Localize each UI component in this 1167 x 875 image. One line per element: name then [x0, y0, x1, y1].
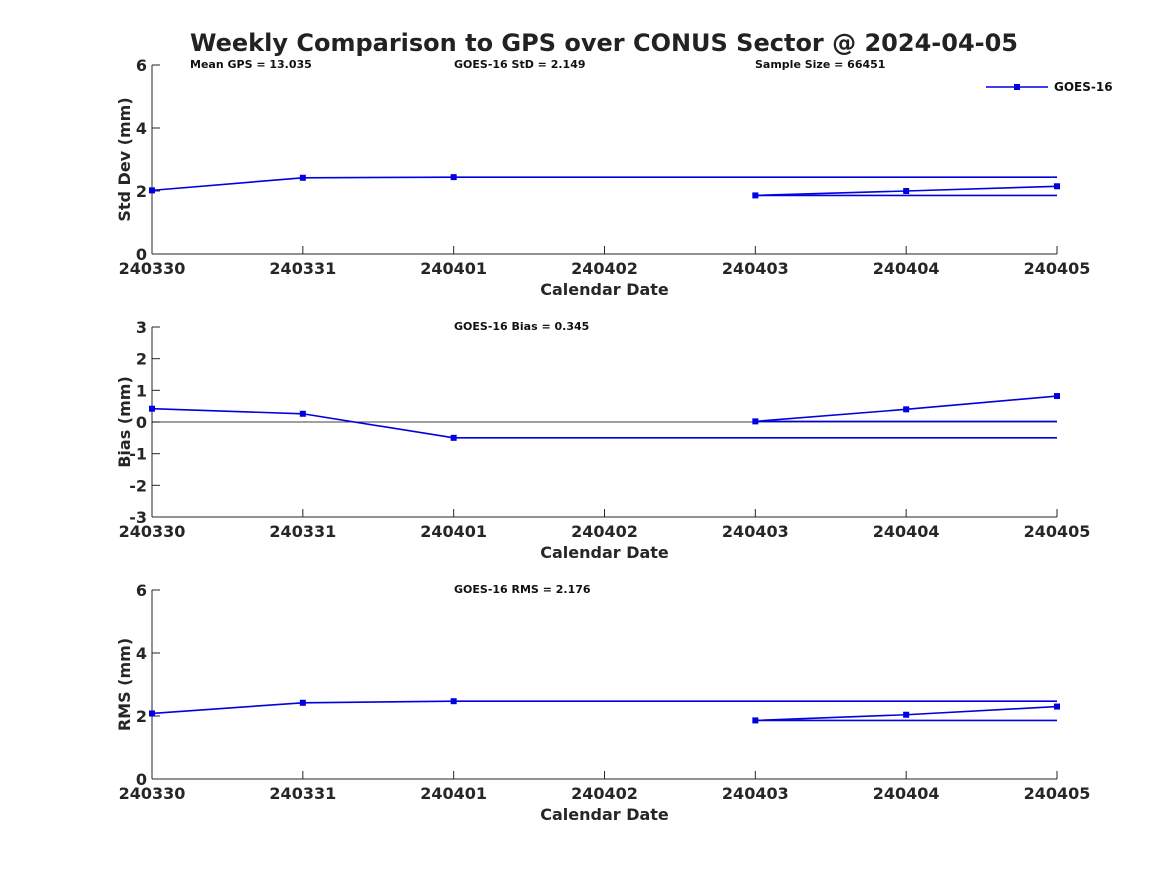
- x-tick-label: 240402: [571, 259, 638, 278]
- x-tick-label: 240330: [119, 784, 186, 803]
- data-point: [299, 410, 306, 417]
- stat-annotation: GOES-16 StD = 2.149: [454, 58, 586, 71]
- y-tick-label: -1: [129, 445, 147, 464]
- x-tick-label: 240331: [269, 522, 336, 541]
- x-tick-label: 240405: [1024, 522, 1091, 541]
- panel-3: 240330 240331 240401 240402 240403 240404 2404…: [115, 581, 1090, 824]
- x-tick-label: 240404: [873, 784, 940, 803]
- stat-annotation: GOES-16 Bias = 0.345: [454, 320, 589, 333]
- panel-2: 240330 240331 240401 240402 240403 240404 2404…: [115, 318, 1090, 562]
- y-axis-label: Std Dev (mm): [115, 97, 134, 221]
- stat-annotation: GOES-16 RMS = 2.176: [454, 583, 591, 596]
- data-point: [149, 405, 155, 412]
- legend-label: GOES-16: [1054, 80, 1113, 94]
- x-tick-label: 240404: [873, 259, 940, 278]
- x-tick-label: 240401: [420, 522, 487, 541]
- x-tick-label: 240330: [119, 522, 186, 541]
- y-tick-label: 6: [136, 581, 147, 600]
- y-tick-label: 2: [136, 182, 147, 201]
- x-tick-label: 240331: [269, 259, 336, 278]
- panels: 240330 240331 240401 240402 240403 240404 2404…: [115, 56, 1090, 824]
- legend-marker: [1014, 84, 1020, 90]
- legend: GOES-16: [986, 80, 1113, 94]
- x-tick-label: 240401: [420, 784, 487, 803]
- x-tick-label: 240403: [722, 522, 789, 541]
- y-tick-label: 4: [136, 644, 147, 663]
- chart-title: Weekly Comparison to GPS over CONUS Sect…: [190, 29, 1018, 57]
- y-tick-label: 1: [136, 381, 147, 400]
- x-tick-label: 240401: [420, 259, 487, 278]
- data-point: [903, 188, 910, 194]
- data-point: [149, 187, 155, 194]
- x-axis-label: Calendar Date: [540, 543, 669, 562]
- data-point: [903, 711, 910, 718]
- x-axis-label: Calendar Date: [540, 805, 669, 824]
- y-tick-label: 0: [136, 770, 147, 789]
- y-tick-label: -3: [129, 508, 147, 527]
- data-point: [903, 406, 910, 413]
- x-tick-label: 240405: [1024, 784, 1091, 803]
- y-axis-label: RMS (mm): [115, 638, 134, 731]
- stat-annotation: Sample Size = 66451: [755, 58, 885, 71]
- x-tick-label: 240331: [269, 784, 336, 803]
- y-tick-label: 3: [136, 318, 147, 337]
- x-axis-label: Calendar Date: [540, 280, 669, 299]
- data-point: [1054, 703, 1060, 710]
- x-tick-label: 240330: [119, 259, 186, 278]
- data-point: [1054, 183, 1060, 190]
- y-tick-label: 0: [136, 245, 147, 264]
- y-tick-label: 2: [136, 350, 147, 369]
- x-tick-label: 240403: [722, 259, 789, 278]
- y-tick-label: 0: [136, 413, 147, 432]
- x-tick-label: 240404: [873, 522, 940, 541]
- x-tick-label: 240402: [571, 784, 638, 803]
- data-point: [1054, 393, 1060, 400]
- stat-annotation: Mean GPS = 13.035: [190, 58, 312, 71]
- x-tick-label: 240403: [722, 784, 789, 803]
- y-axis-label: Bias (mm): [115, 376, 134, 468]
- data-point: [299, 174, 306, 181]
- panel-1: 240330 240331 240401 240402 240403 240404 2404…: [115, 56, 1090, 299]
- y-tick-label: -2: [129, 476, 147, 495]
- y-tick-label: 6: [136, 56, 147, 75]
- y-tick-label: 4: [136, 119, 147, 138]
- x-tick-label: 240402: [571, 522, 638, 541]
- data-point: [299, 699, 306, 706]
- x-tick-label: 240405: [1024, 259, 1091, 278]
- data-point: [149, 710, 155, 717]
- y-tick-label: 2: [136, 707, 147, 726]
